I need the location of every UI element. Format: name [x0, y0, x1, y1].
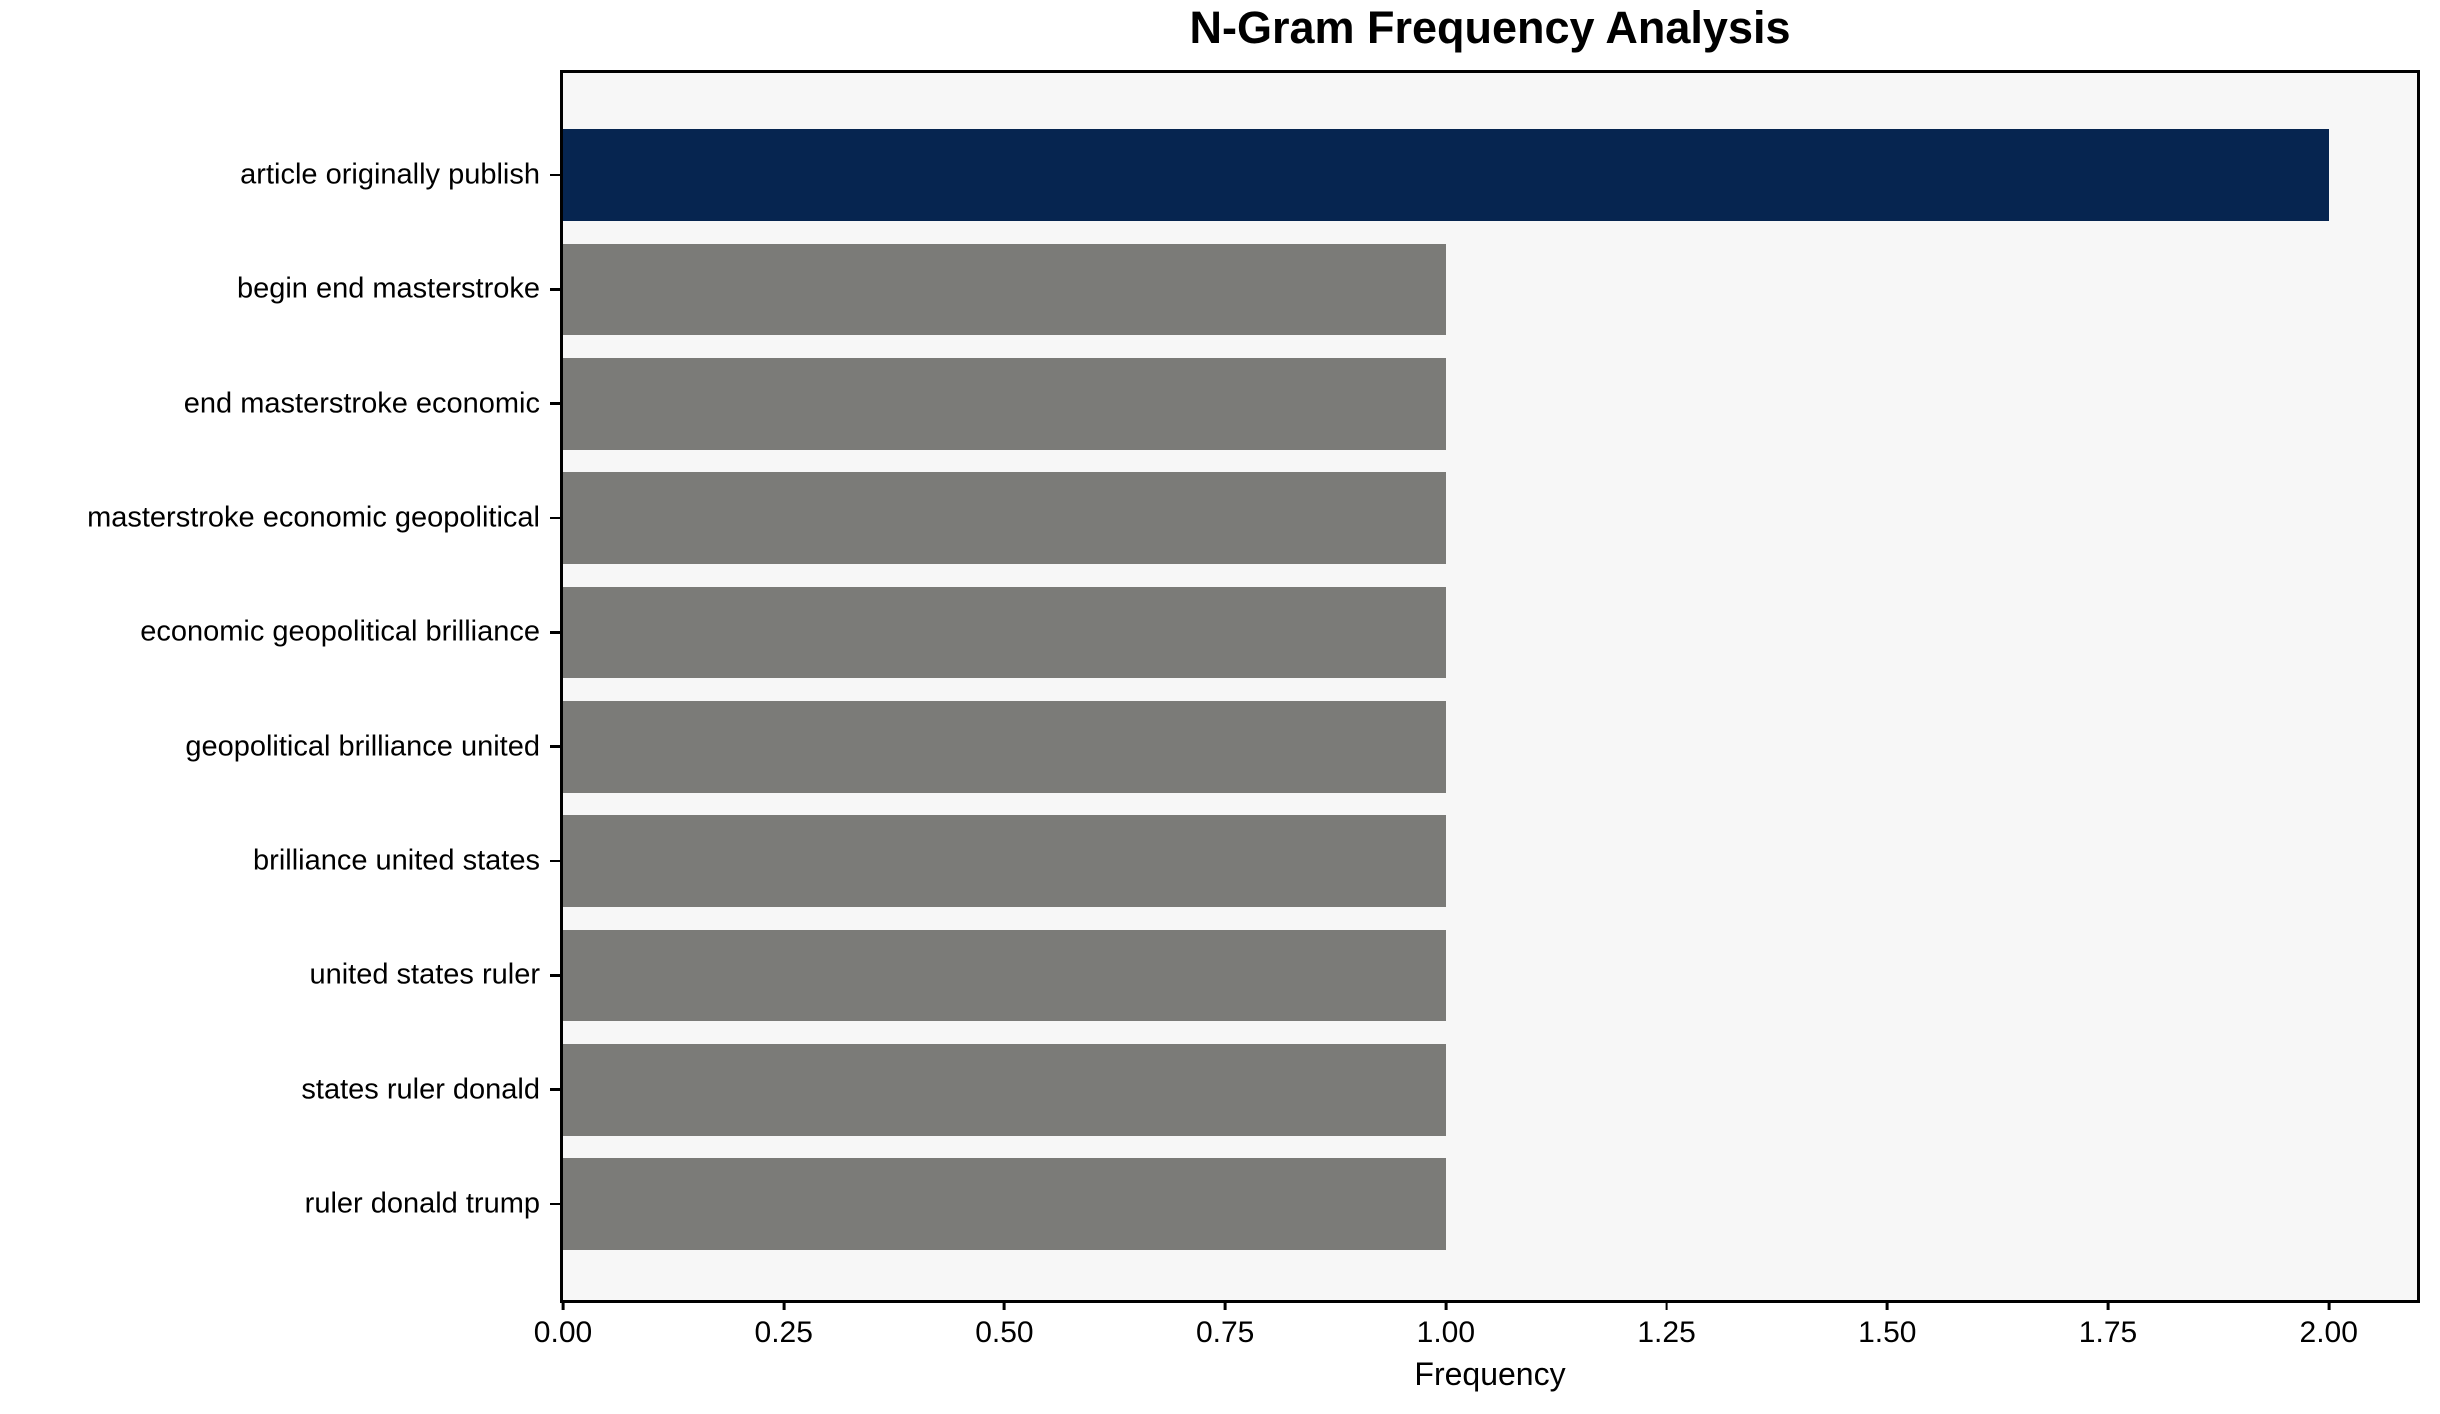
x-tick-label: 0.50	[975, 1316, 1034, 1349]
bar	[563, 586, 1446, 679]
x-tick-label: 0.00	[533, 1316, 593, 1349]
x-tick-label: 0.75	[1195, 1316, 1255, 1349]
x-tick-label: 1.50	[1858, 1316, 1917, 1349]
plot-area: Frequency article originally publish begi…	[87, 70, 2420, 1392]
x-tick-mark	[2327, 1300, 2331, 1310]
x-tick-label: 1.75	[2078, 1316, 2138, 1349]
y-axis-label: geopolitical brilliance united	[185, 730, 540, 763]
x-tick-mark	[2106, 1300, 2110, 1310]
y-tick-mark	[550, 859, 560, 863]
x-tick-mark	[782, 1300, 786, 1310]
y-tick-mark	[550, 745, 560, 749]
y-axis-label: begin end masterstroke	[236, 272, 540, 305]
y-axis-label: end masterstroke economic	[183, 387, 540, 420]
x-tick-mark	[1885, 1300, 1889, 1310]
y-tick-mark	[550, 173, 560, 177]
y-tick-mark	[550, 288, 560, 291]
bar	[563, 358, 1446, 450]
bar-row: ruler donald trump	[305, 1147, 2417, 1261]
bar	[563, 472, 1446, 564]
bar	[563, 701, 1446, 793]
y-tick-mark	[550, 402, 560, 406]
x-tick-mark	[1444, 1300, 1448, 1310]
x-tick-label: 1.00	[1416, 1316, 1476, 1349]
y-tick-mark	[550, 516, 560, 520]
bar	[563, 1044, 1446, 1136]
x-axis-title: Frequency	[1414, 1356, 1566, 1392]
y-axis-label: article originally publish	[240, 158, 540, 191]
bar-row: end masterstroke economic	[184, 347, 2417, 461]
y-axis-label: ruler donald trump	[304, 1187, 540, 1220]
y-axis-label: brilliance united states	[253, 844, 540, 877]
bar-row: states ruler donald	[301, 1033, 2417, 1147]
x-tick-mark	[1223, 1300, 1227, 1310]
x-tick-mark	[1003, 1300, 1006, 1310]
bar-row: article originally publish	[240, 118, 2417, 232]
bar-row: united states ruler	[309, 918, 2417, 1032]
x-tick-label: 2.00	[2299, 1316, 2358, 1349]
bar	[563, 129, 2329, 221]
bar-row: geopolitical brilliance united	[185, 690, 2417, 804]
y-axis-label: united states ruler	[309, 958, 540, 991]
y-axis-label: states ruler donald	[301, 1073, 540, 1106]
x-tick-label: 0.25	[754, 1316, 813, 1349]
bar	[563, 929, 1446, 1022]
bar-row: begin end masterstroke	[237, 232, 2417, 346]
chart-title: N-Gram Frequency Analysis	[1189, 2, 1791, 53]
bar	[563, 1158, 1446, 1250]
bar-row: masterstroke economic geopolitical	[87, 461, 2417, 575]
bar-row: brilliance united states	[253, 804, 2417, 918]
bar	[563, 815, 1446, 907]
y-axis-label: masterstroke economic geopolitical	[87, 501, 540, 534]
y-tick-mark	[550, 631, 560, 634]
y-tick-mark	[550, 1088, 560, 1092]
bar	[563, 243, 1446, 336]
y-axis-label: economic geopolitical brilliance	[140, 615, 540, 648]
x-tick-mark	[561, 1300, 565, 1310]
y-tick-mark	[550, 1202, 560, 1206]
x-tick-mark	[1665, 1300, 1668, 1310]
y-tick-mark	[550, 973, 560, 977]
bar-row: economic geopolitical brilliance	[140, 575, 2417, 689]
x-tick-label: 1.25	[1637, 1316, 1696, 1349]
